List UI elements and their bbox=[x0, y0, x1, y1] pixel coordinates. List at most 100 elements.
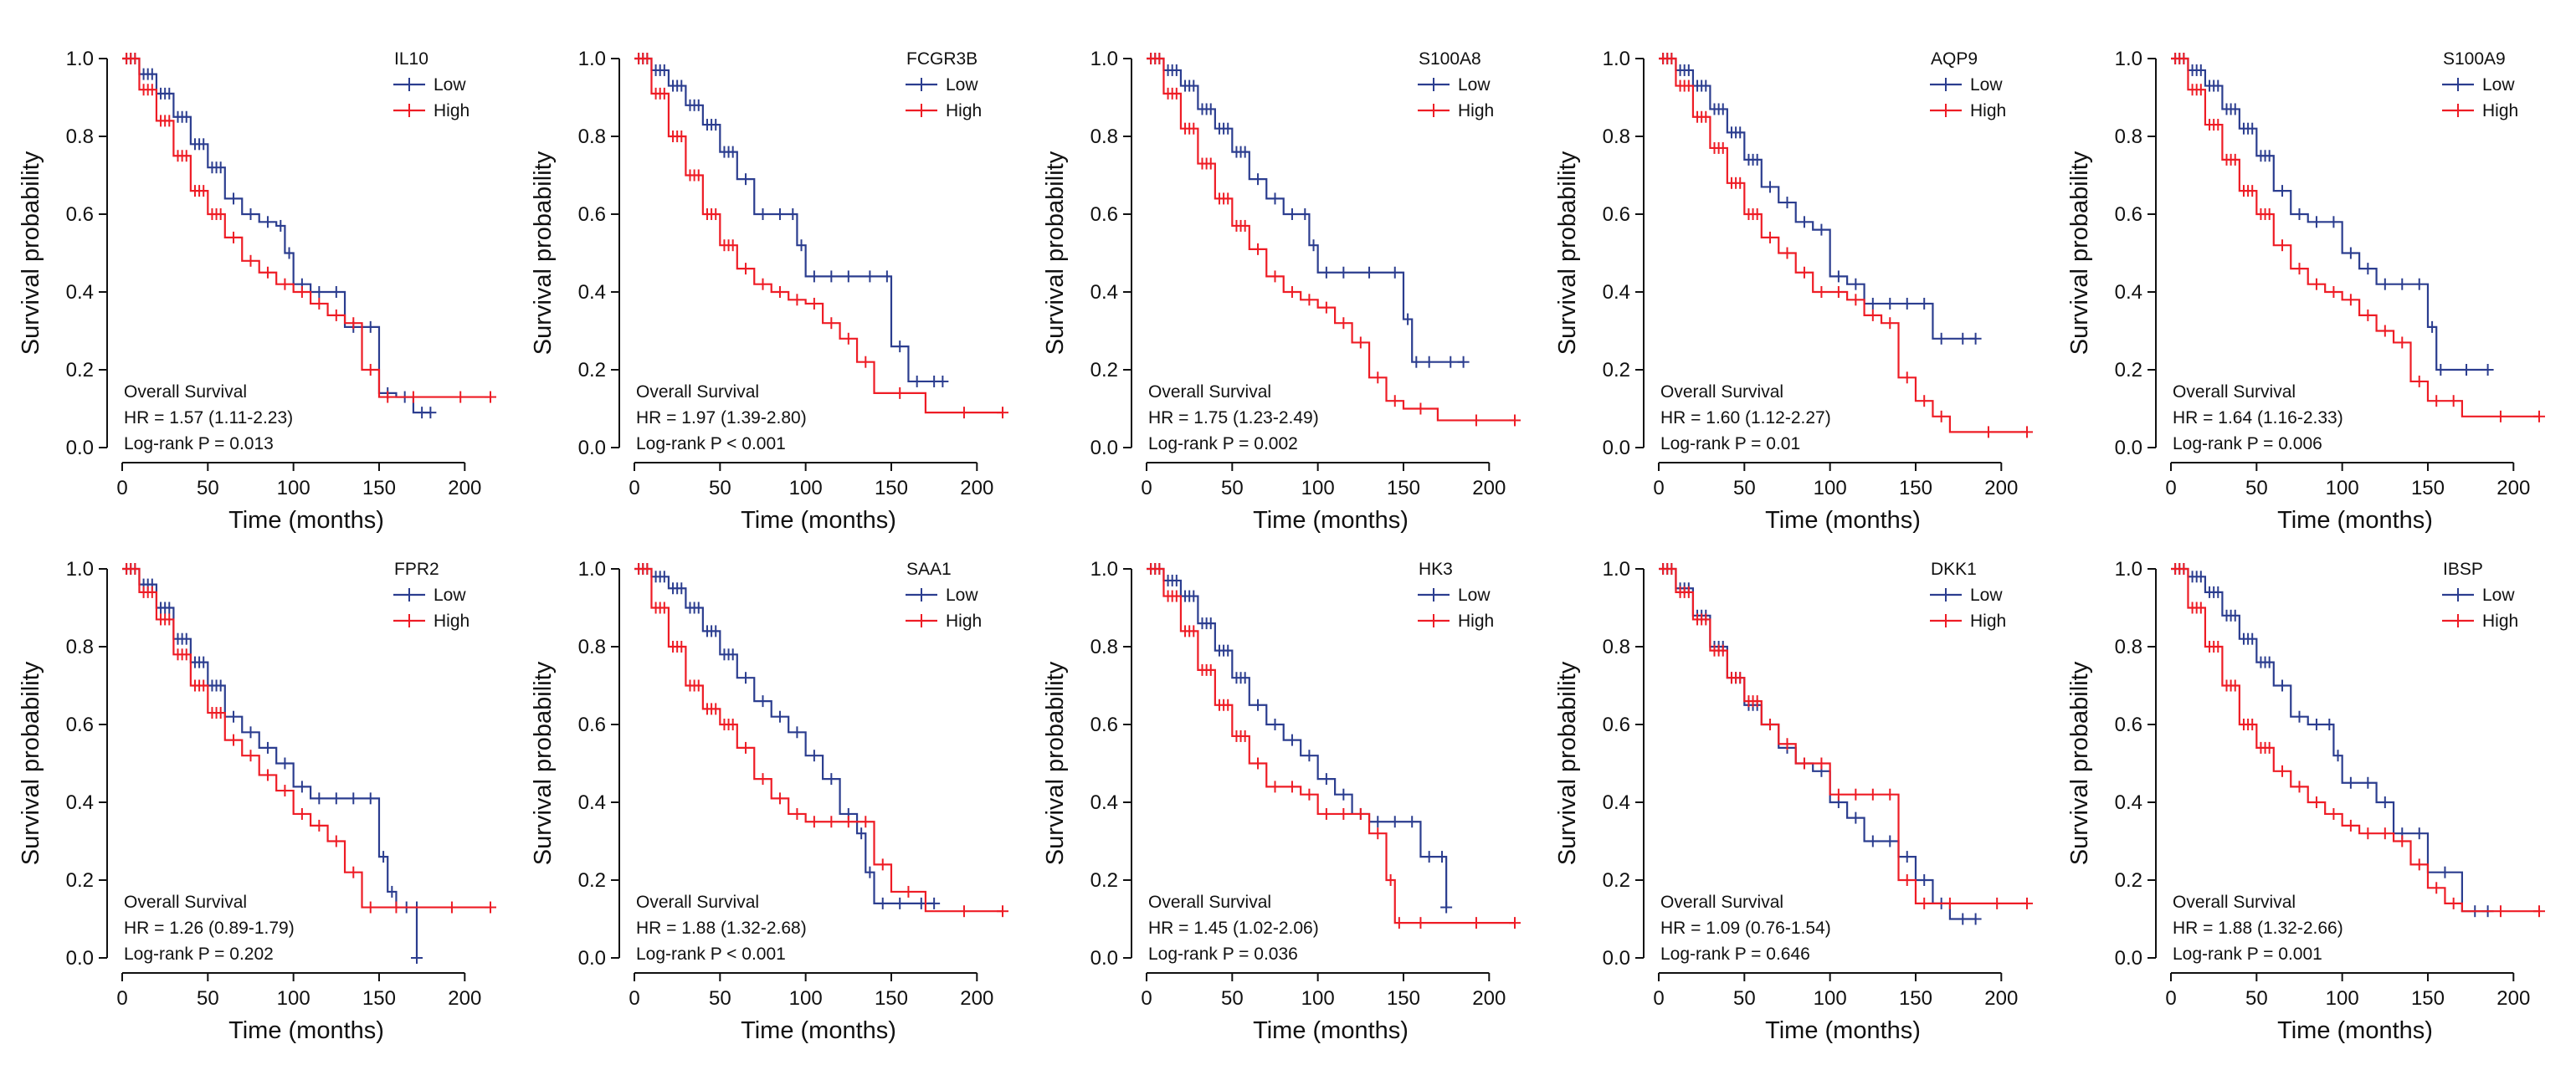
x-tick-label: 200 bbox=[2496, 477, 2530, 499]
gene-label: DKK1 bbox=[1931, 560, 1977, 579]
x-tick-label: 200 bbox=[960, 987, 993, 1010]
y-tick-label: 0.8 bbox=[66, 125, 94, 148]
km-plot-aqp9: 0.0 0.2 0.4 0.6 0.8 1.0 0 50 100 150 200 Time (mont… bbox=[1554, 48, 2033, 534]
km-plot-fcgr3b: 0.0 0.2 0.4 0.6 0.8 1.0 0 50 100 150 200 Time (mont… bbox=[530, 48, 1008, 534]
stat-annotation: Overall Survival bbox=[636, 382, 759, 402]
y-tick-label: 0.0 bbox=[1603, 437, 1630, 459]
stat-annotation: Log-rank P = 0.006 bbox=[2173, 434, 2322, 453]
legend-label-high: High bbox=[1970, 101, 2006, 120]
x-tick-label: 50 bbox=[1733, 477, 1756, 499]
stat-annotation: Log-rank P = 0.036 bbox=[1148, 945, 1298, 964]
legend-label-high: High bbox=[2482, 101, 2518, 120]
stat-annotation: Log-rank P < 0.001 bbox=[636, 434, 786, 453]
y-axis-title: Survival probability bbox=[18, 151, 44, 355]
y-tick-label: 0.6 bbox=[66, 714, 94, 736]
stat-annotation: Overall Survival bbox=[636, 893, 759, 912]
legend-label-high: High bbox=[434, 612, 470, 631]
y-axis-title: Survival probability bbox=[18, 661, 44, 865]
km-curve-high bbox=[634, 567, 1003, 913]
x-tick-label: 150 bbox=[2411, 987, 2445, 1010]
km-curve-low bbox=[1147, 567, 1448, 908]
y-tick-label: 0.4 bbox=[66, 791, 94, 814]
y-axis-title: Survival probability bbox=[2066, 151, 2093, 355]
y-tick-label: 0.4 bbox=[2115, 281, 2142, 304]
y-tick-label: 1.0 bbox=[1603, 48, 1630, 70]
y-tick-label: 0.2 bbox=[1603, 869, 1630, 892]
km-curve-low bbox=[1147, 57, 1464, 363]
gene-label: FPR2 bbox=[394, 560, 439, 579]
stat-annotation: Overall Survival bbox=[1660, 382, 1783, 402]
x-tick-label: 150 bbox=[1387, 477, 1420, 499]
x-tick-label: 50 bbox=[197, 987, 219, 1010]
y-tick-label: 0.4 bbox=[66, 281, 94, 304]
stat-annotation: HR = 1.97 (1.39-2.80) bbox=[636, 408, 807, 427]
stat-annotation: Log-rank P = 0.202 bbox=[124, 945, 274, 964]
stat-annotation: HR = 1.09 (0.76-1.54) bbox=[1660, 919, 1831, 938]
km-curve-high bbox=[2171, 567, 2539, 913]
y-tick-label: 0.4 bbox=[578, 281, 606, 304]
km-plot-ibsp: 0.0 0.2 0.4 0.6 0.8 1.0 0 50 100 150 200 Time (mont… bbox=[2066, 558, 2545, 1044]
x-axis-title: Time (months) bbox=[1765, 1017, 1921, 1044]
y-tick-label: 1.0 bbox=[66, 48, 94, 70]
y-axis-title: Survival probability bbox=[1554, 661, 1581, 865]
km-curve-low bbox=[1659, 57, 1976, 340]
x-tick-label: 0 bbox=[116, 987, 127, 1010]
stat-annotation: HR = 1.60 (1.12-2.27) bbox=[1660, 408, 1831, 427]
x-tick-label: 100 bbox=[1301, 477, 1335, 499]
x-tick-label: 0 bbox=[2165, 477, 2176, 499]
km-curve-high bbox=[634, 57, 1003, 414]
y-tick-label: 0.6 bbox=[1090, 714, 1118, 736]
y-axis-title: Survival probability bbox=[1042, 151, 1069, 355]
y-axis-title: Survival probability bbox=[1042, 661, 1069, 865]
y-tick-label: 0.6 bbox=[578, 203, 606, 226]
legend-label-low: Low bbox=[434, 75, 466, 95]
x-tick-label: 100 bbox=[789, 477, 823, 499]
km-curve-low bbox=[2171, 57, 2488, 371]
y-tick-label: 0.4 bbox=[1603, 281, 1630, 304]
km-curve-high bbox=[1659, 57, 2027, 433]
x-axis-title: Time (months) bbox=[741, 507, 896, 534]
km-plot-s100a8: 0.0 0.2 0.4 0.6 0.8 1.0 0 50 100 150 200 Time (mont… bbox=[1042, 48, 1521, 534]
legend-label-low: Low bbox=[946, 75, 978, 95]
y-tick-label: 0.2 bbox=[578, 869, 606, 892]
x-tick-label: 200 bbox=[1472, 477, 1506, 499]
x-tick-label: 100 bbox=[789, 987, 823, 1010]
stat-annotation: Log-rank P < 0.001 bbox=[636, 945, 786, 964]
legend-label-high: High bbox=[434, 101, 470, 120]
legend-label-low: Low bbox=[2482, 75, 2515, 95]
y-axis-title: Survival probability bbox=[530, 151, 557, 355]
legend-label-high: High bbox=[2482, 612, 2518, 631]
stat-annotation: HR = 1.45 (1.02-2.06) bbox=[1148, 919, 1319, 938]
y-tick-label: 0.8 bbox=[66, 636, 94, 658]
y-tick-label: 1.0 bbox=[66, 558, 94, 581]
y-tick-label: 0.4 bbox=[1090, 281, 1118, 304]
stat-annotation: HR = 1.88 (1.32-2.68) bbox=[636, 919, 807, 938]
x-axis-title: Time (months) bbox=[1765, 507, 1921, 534]
y-tick-label: 1.0 bbox=[578, 558, 606, 581]
legend-label-low: Low bbox=[2482, 586, 2515, 605]
x-tick-label: 100 bbox=[1814, 477, 1847, 499]
y-tick-label: 0.2 bbox=[2115, 359, 2142, 381]
gene-label: IL10 bbox=[394, 49, 428, 69]
stat-annotation: Log-rank P = 0.001 bbox=[2173, 945, 2322, 964]
x-tick-label: 0 bbox=[1653, 477, 1664, 499]
x-tick-label: 0 bbox=[1141, 477, 1152, 499]
x-tick-label: 150 bbox=[362, 477, 396, 499]
x-axis-title: Time (months) bbox=[2277, 1017, 2433, 1044]
y-tick-label: 1.0 bbox=[1603, 558, 1630, 581]
y-tick-label: 1.0 bbox=[2115, 48, 2142, 70]
y-tick-label: 0.0 bbox=[66, 437, 94, 459]
y-tick-label: 0.4 bbox=[1603, 791, 1630, 814]
x-tick-label: 100 bbox=[2326, 987, 2359, 1010]
stat-annotation: HR = 1.88 (1.32-2.66) bbox=[2173, 919, 2343, 938]
y-tick-label: 0.0 bbox=[578, 437, 606, 459]
y-axis-title: Survival probability bbox=[530, 661, 557, 865]
x-tick-label: 200 bbox=[448, 987, 481, 1010]
x-tick-label: 100 bbox=[1814, 987, 1847, 1010]
y-tick-label: 0.2 bbox=[66, 869, 94, 892]
y-tick-label: 0.6 bbox=[66, 203, 94, 226]
legend-label-high: High bbox=[1458, 101, 1494, 120]
x-tick-label: 100 bbox=[277, 477, 310, 499]
x-tick-label: 200 bbox=[448, 477, 481, 499]
km-curve-low bbox=[634, 567, 935, 904]
